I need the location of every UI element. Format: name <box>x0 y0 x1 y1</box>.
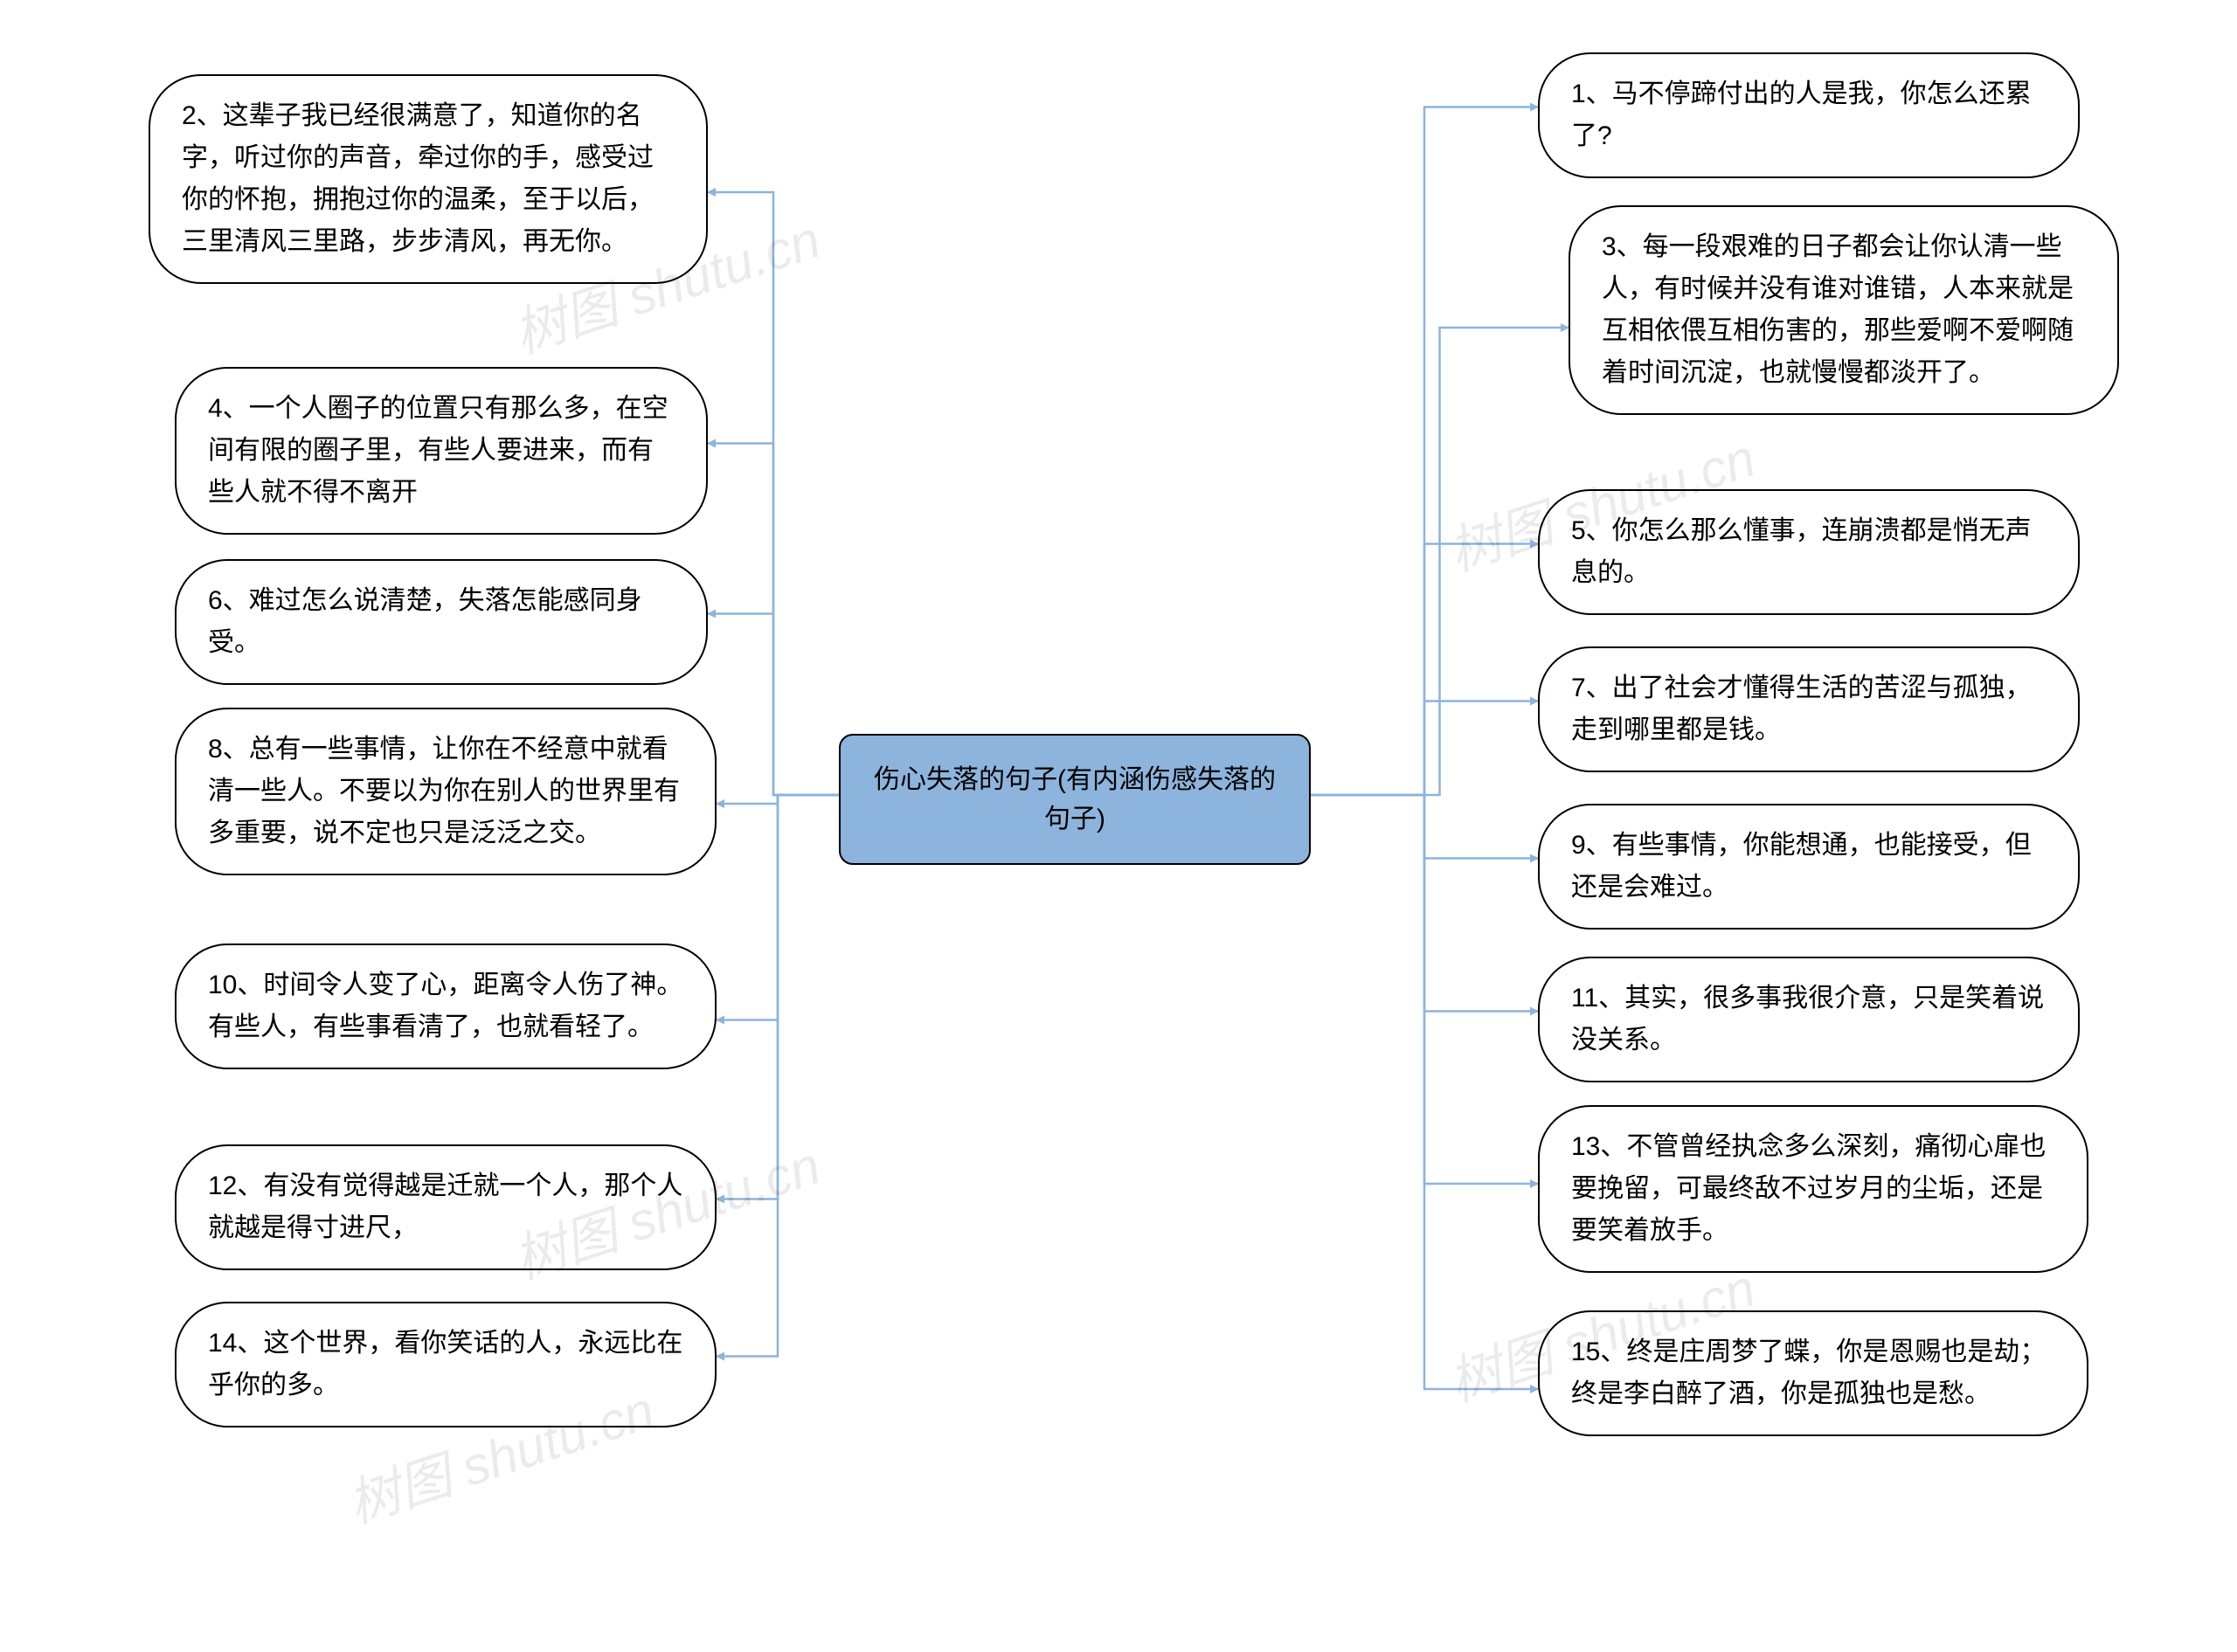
left-leaf-2: 6、难过怎么说清楚，失落怎能感同身受。 <box>175 559 708 685</box>
right-leaf-7: 15、终是庄周梦了蝶，你是恩赐也是劫；终是李白醉了酒，你是孤独也是愁。 <box>1538 1310 2088 1436</box>
left-leaf-6: 14、这个世界，看你笑话的人，永远比在乎你的多。 <box>175 1302 717 1427</box>
left-leaf-5: 12、有没有觉得越是迁就一个人，那个人就越是得寸进尺， <box>175 1144 717 1270</box>
mindmap-canvas: 伤心失落的句子(有内涵伤感失落的句子) 2、这辈子我已经很满意了，知道你的名字，… <box>0 0 2237 1652</box>
right-leaf-2: 5、你怎么那么懂事，连崩溃都是悄无声息的。 <box>1538 489 2080 615</box>
right-leaf-6: 13、不管曾经执念多么深刻，痛彻心扉也要挽留，可最终敌不过岁月的尘垢，还是要笑着… <box>1538 1105 2088 1273</box>
right-leaf-4: 9、有些事情，你能想通，也能接受，但还是会难过。 <box>1538 804 2080 930</box>
right-leaf-1: 3、每一段艰难的日子都会让你认清一些人，有时候并没有谁对谁错，人本来就是互相依偎… <box>1569 205 2119 415</box>
left-leaf-0: 2、这辈子我已经很满意了，知道你的名字，听过你的声音，牵过你的手，感受过你的怀抱… <box>149 74 708 284</box>
left-leaf-4: 10、时间令人变了心，距离令人伤了神。有些人，有些事看清了，也就看轻了。 <box>175 944 717 1069</box>
right-leaf-3: 7、出了社会才懂得生活的苦涩与孤独，走到哪里都是钱。 <box>1538 646 2080 772</box>
central-node: 伤心失落的句子(有内涵伤感失落的句子) <box>839 734 1311 865</box>
right-leaf-0: 1、马不停蹄付出的人是我，你怎么还累了? <box>1538 52 2080 178</box>
left-leaf-1: 4、一个人圈子的位置只有那么多，在空间有限的圈子里，有些人要进来，而有些人就不得… <box>175 367 708 535</box>
left-leaf-3: 8、总有一些事情，让你在不经意中就看清一些人。不要以为你在别人的世界里有多重要，… <box>175 708 717 875</box>
right-leaf-5: 11、其实，很多事我很介意，只是笑着说没关系。 <box>1538 957 2080 1082</box>
